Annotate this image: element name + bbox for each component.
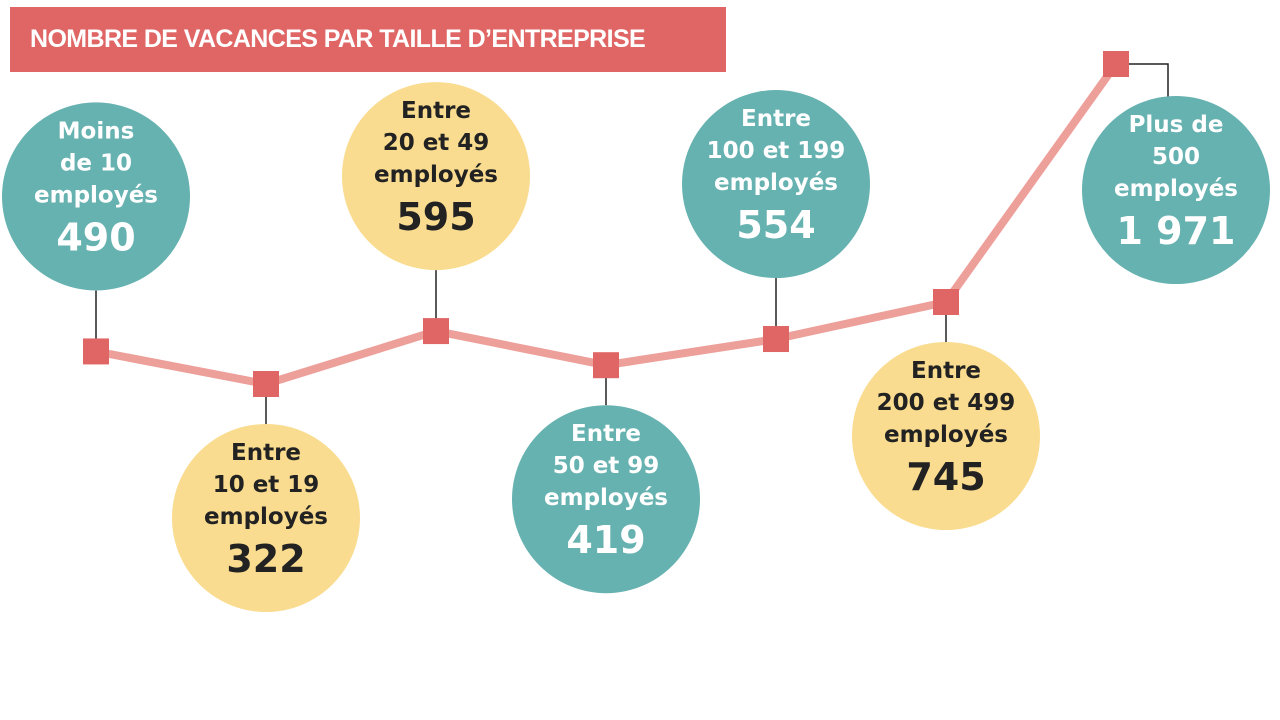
category-bubble <box>852 342 1040 530</box>
category-label: employés <box>884 422 1008 448</box>
category-label: Entre <box>401 98 471 124</box>
category-label: 10 et 19 <box>213 472 320 498</box>
category-label: employés <box>544 485 668 511</box>
data-value-label: 419 <box>566 518 645 562</box>
category-label: employés <box>374 162 498 188</box>
category-label: Entre <box>231 440 301 466</box>
category-label: Plus de <box>1129 112 1224 138</box>
title-banner: NOMBRE DE VACANCES PAR TAILLE D’ENTREPRI… <box>10 7 726 72</box>
connector-line <box>1116 63 1169 100</box>
category-label: employés <box>714 170 838 196</box>
data-value-label: 595 <box>396 195 475 239</box>
data-value-label: 322 <box>226 537 305 581</box>
series-line <box>92 60 1120 388</box>
chart-title: NOMBRE DE VACANCES PAR TAILLE D’ENTREPRI… <box>30 25 646 53</box>
category-bubble <box>172 424 360 612</box>
category-label: 50 et 99 <box>553 453 660 479</box>
category-label: 20 et 49 <box>383 130 490 156</box>
category-bubble <box>682 90 870 279</box>
data-point-marker <box>423 318 449 345</box>
data-value-label: 490 <box>56 215 135 259</box>
category-label: Entre <box>741 106 811 132</box>
category-label: de 10 <box>60 150 132 176</box>
category-label: 200 et 499 <box>877 390 1016 416</box>
category-label: 500 <box>1152 144 1200 170</box>
category-bubble <box>1082 96 1270 284</box>
data-point-marker <box>253 371 279 397</box>
category-label: 100 et 199 <box>707 138 846 164</box>
data-value-label: 745 <box>906 455 985 499</box>
data-value-label: 1 971 <box>1117 209 1236 253</box>
category-bubble <box>512 405 700 594</box>
data-point-marker <box>1103 51 1129 77</box>
category-label: Entre <box>911 358 981 384</box>
data-point-marker <box>933 289 959 315</box>
data-point-marker <box>763 326 789 353</box>
category-label: Entre <box>571 421 641 447</box>
category-label: employés <box>34 182 158 208</box>
data-value-label: 554 <box>736 203 815 247</box>
category-bubble <box>2 102 190 291</box>
data-point-marker <box>83 338 109 365</box>
category-bubble <box>342 82 530 271</box>
category-label: Moins <box>58 118 135 144</box>
data-point-marker <box>593 352 619 379</box>
category-label: employés <box>204 504 328 530</box>
category-label: employés <box>1114 176 1238 202</box>
